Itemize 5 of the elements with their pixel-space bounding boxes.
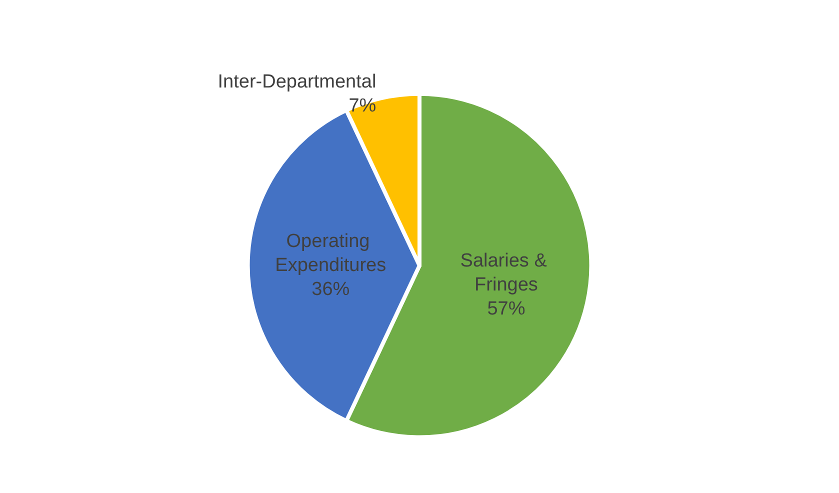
slice-label: Inter-Departmental <box>218 72 376 93</box>
slice-label: Operating Expenditures <box>275 231 386 276</box>
data-label: 36% <box>312 279 350 300</box>
slice-label: Salaries & Fringes <box>460 250 552 296</box>
data-label: 57% <box>487 298 526 320</box>
